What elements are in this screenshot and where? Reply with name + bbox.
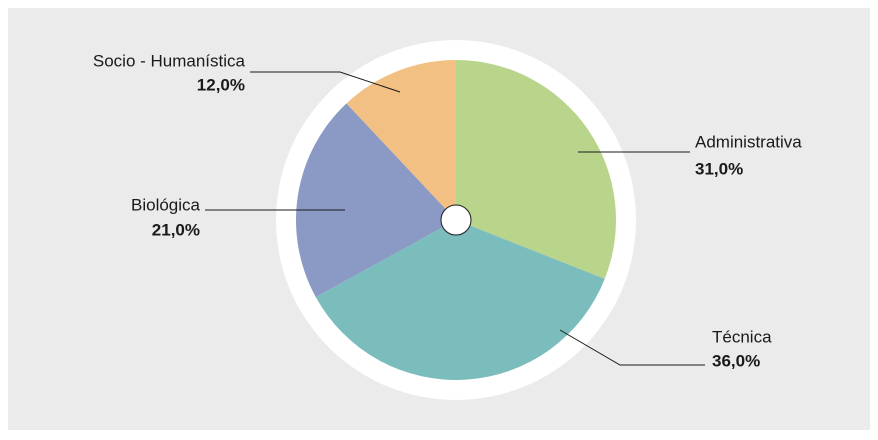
slice-value: 21,0%: [152, 220, 200, 239]
slices: [296, 60, 616, 380]
slice-value: 36,0%: [712, 351, 760, 370]
pie-slice: [346, 60, 456, 220]
pie-hole: [440, 204, 472, 236]
slice-value: 31,0%: [695, 159, 743, 178]
slice-label: Biológica: [131, 195, 201, 214]
slice-label: Técnica: [712, 327, 772, 346]
slice-label: Socio - Humanística: [93, 51, 246, 70]
leader-line: [250, 71, 401, 93]
pie-slice: [296, 103, 456, 298]
slice-value: 12,0%: [197, 75, 245, 94]
leader-line: [559, 329, 705, 366]
pie-slice: [315, 220, 605, 380]
pie-slice: [456, 60, 616, 279]
slice-label: Administrativa: [695, 132, 802, 151]
